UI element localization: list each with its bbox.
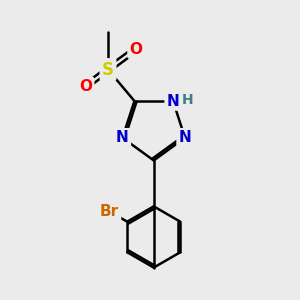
Text: H: H xyxy=(182,93,193,107)
Text: N: N xyxy=(167,94,179,109)
Text: N: N xyxy=(178,130,191,145)
Text: N: N xyxy=(116,130,129,145)
Text: S: S xyxy=(102,61,114,79)
Text: O: O xyxy=(130,41,142,56)
Text: O: O xyxy=(79,79,92,94)
Text: Br: Br xyxy=(100,204,119,219)
